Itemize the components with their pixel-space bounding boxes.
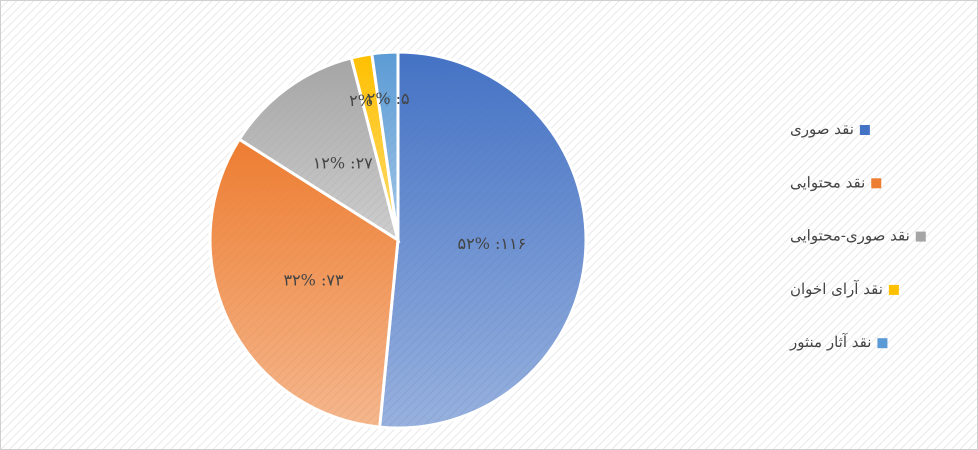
data-label: ۱۱۶: ۵۲% bbox=[458, 234, 527, 253]
legend-label: نقد محتوایی bbox=[790, 173, 865, 191]
legend-swatch bbox=[889, 285, 899, 295]
legend-swatch bbox=[877, 338, 887, 348]
data-label: ۲۷: ۱۲% bbox=[313, 153, 373, 172]
legend-swatch bbox=[871, 178, 881, 188]
legend-label: نقد آرای اخوان bbox=[790, 280, 883, 298]
data-label: ۷۳: ۳۲% bbox=[283, 271, 343, 290]
data-label: ۵: ۲% bbox=[367, 89, 410, 108]
legend-swatch bbox=[860, 125, 870, 135]
chart: ۱۱۶: ۵۲%۷۳: ۳۲%۲۷: ۱۲%۴: ۲%۵: ۲%نقد صوری… bbox=[0, 0, 978, 450]
legend-label: نقد صوری bbox=[790, 120, 854, 138]
legend-label: نقد صوری-محتوایی bbox=[790, 227, 910, 245]
legend-label: نقد آثار منثور bbox=[789, 333, 871, 351]
legend-swatch bbox=[916, 232, 926, 242]
